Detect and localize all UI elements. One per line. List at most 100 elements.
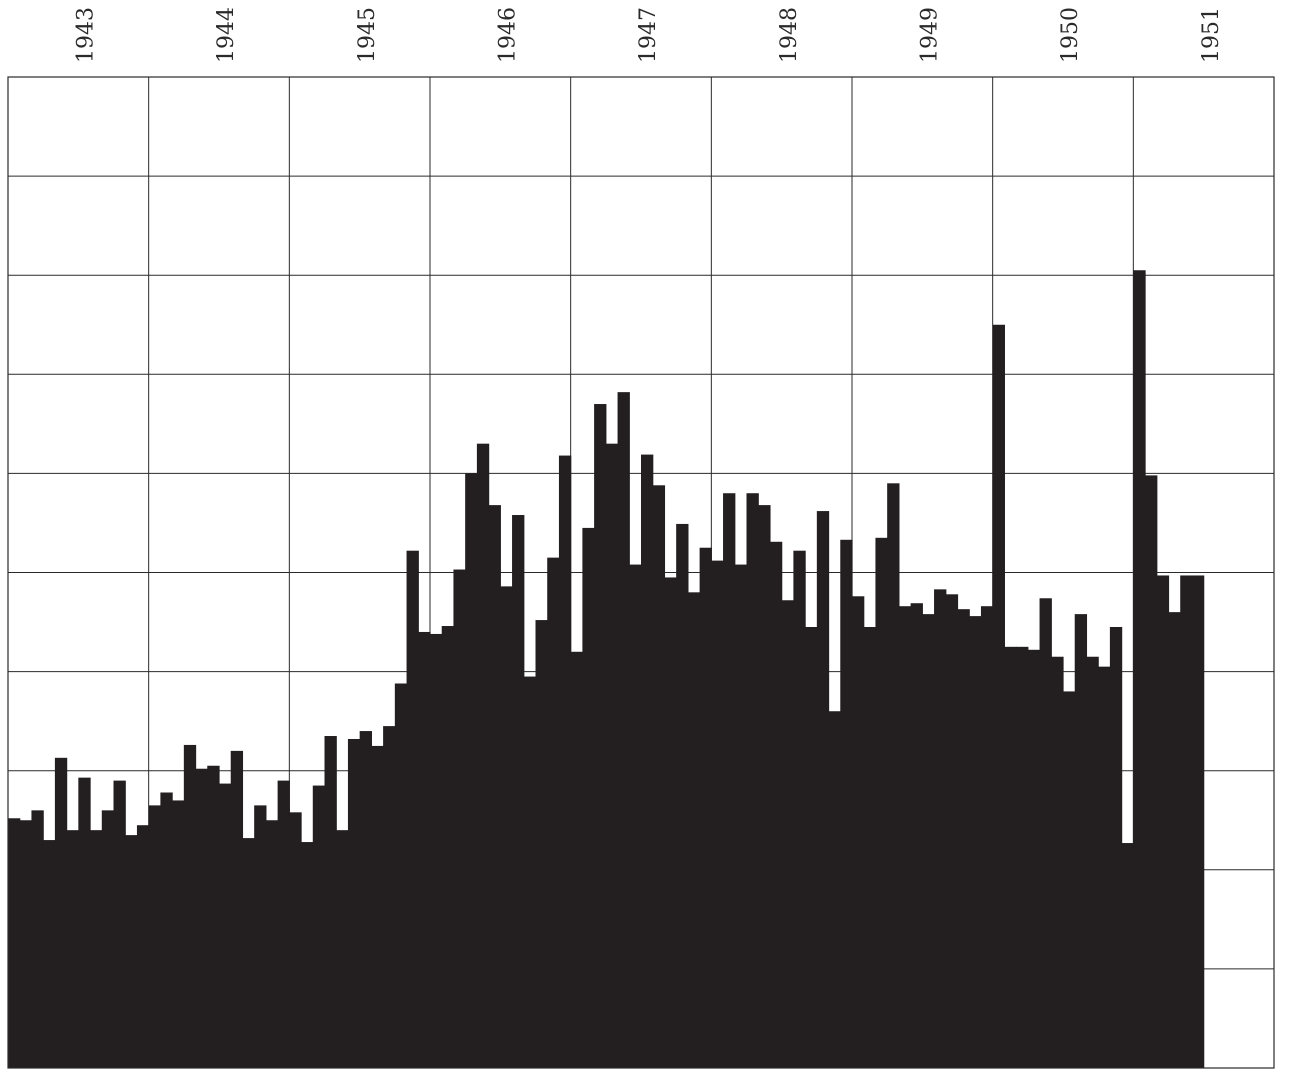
bar bbox=[113, 780, 126, 1068]
x-tick-label: 1943 bbox=[74, 7, 99, 63]
x-tick-label: 1948 bbox=[777, 7, 802, 63]
bar bbox=[652, 485, 666, 1068]
bar bbox=[1145, 475, 1158, 1069]
bar bbox=[1168, 612, 1181, 1068]
bar bbox=[488, 505, 501, 1068]
bar bbox=[312, 785, 326, 1068]
bar bbox=[687, 592, 701, 1068]
bar bbox=[875, 537, 888, 1068]
bar bbox=[500, 586, 513, 1068]
bar bbox=[781, 600, 794, 1068]
bar bbox=[582, 527, 595, 1068]
x-tick-label: 1944 bbox=[214, 7, 239, 63]
bar bbox=[957, 609, 970, 1068]
bar bbox=[19, 820, 33, 1068]
x-tick-label: 1949 bbox=[918, 7, 943, 63]
bar bbox=[101, 810, 115, 1068]
bar bbox=[1039, 598, 1052, 1068]
bar bbox=[758, 505, 771, 1068]
bar bbox=[1191, 575, 1205, 1068]
x-tick-label: 1950 bbox=[1058, 7, 1083, 63]
x-tick-label: 1946 bbox=[496, 7, 521, 63]
bar bbox=[242, 838, 255, 1068]
bar bbox=[723, 493, 736, 1069]
bar bbox=[910, 603, 923, 1068]
bar bbox=[805, 627, 818, 1068]
bar bbox=[840, 539, 853, 1068]
bar bbox=[922, 614, 935, 1068]
bar bbox=[160, 792, 173, 1068]
bar bbox=[230, 750, 244, 1068]
bar bbox=[934, 589, 947, 1068]
bar bbox=[1180, 575, 1193, 1068]
bar bbox=[347, 738, 361, 1068]
bar bbox=[898, 606, 912, 1068]
bar bbox=[711, 560, 724, 1068]
bar bbox=[980, 606, 994, 1068]
bar bbox=[1027, 649, 1041, 1068]
bar bbox=[852, 596, 865, 1068]
bar bbox=[887, 483, 900, 1068]
bar bbox=[1074, 614, 1088, 1068]
bar bbox=[1098, 666, 1111, 1068]
bar bbox=[66, 830, 79, 1068]
bar bbox=[148, 805, 161, 1068]
bar bbox=[394, 683, 408, 1068]
bar bbox=[969, 616, 982, 1068]
bar bbox=[1051, 656, 1064, 1068]
bar bbox=[430, 633, 443, 1068]
bar bbox=[828, 711, 841, 1068]
bar bbox=[136, 825, 150, 1068]
bar bbox=[8, 818, 21, 1068]
bar bbox=[371, 745, 384, 1068]
x-axis-tick-labels: 1943 1944 1945 1946 1947 1948 1949 1950 1951 bbox=[74, 7, 1224, 63]
bar bbox=[816, 511, 830, 1069]
bar bbox=[535, 620, 548, 1068]
bar bbox=[172, 800, 185, 1068]
bar bbox=[183, 744, 197, 1068]
bar bbox=[1004, 646, 1017, 1068]
bar bbox=[734, 564, 748, 1068]
bar bbox=[945, 594, 959, 1068]
bar bbox=[629, 564, 642, 1068]
bar bbox=[441, 626, 455, 1068]
bar bbox=[465, 473, 478, 1068]
bar bbox=[1086, 656, 1099, 1068]
bar bbox=[570, 651, 583, 1068]
bar bbox=[1133, 270, 1146, 1068]
bar bbox=[617, 392, 630, 1068]
bar bbox=[195, 768, 208, 1068]
bar bbox=[512, 515, 525, 1068]
bar bbox=[277, 780, 290, 1068]
bar bbox=[359, 731, 372, 1068]
bar bbox=[699, 547, 712, 1068]
bar bbox=[547, 557, 560, 1068]
bar bbox=[54, 757, 68, 1068]
bar bbox=[254, 805, 267, 1068]
bar bbox=[1109, 627, 1123, 1068]
bar bbox=[676, 523, 689, 1068]
bars-series bbox=[8, 270, 1205, 1069]
bar bbox=[1016, 646, 1029, 1068]
bar bbox=[336, 830, 349, 1068]
plot-frame bbox=[7, 76, 1275, 1069]
bar bbox=[793, 550, 806, 1068]
bar bbox=[558, 455, 572, 1068]
bar bbox=[746, 493, 759, 1069]
bar bbox=[641, 454, 654, 1068]
bar bbox=[476, 443, 490, 1068]
bar bbox=[207, 765, 220, 1068]
bar bbox=[863, 627, 877, 1068]
bar bbox=[992, 324, 1005, 1068]
bar bbox=[453, 569, 466, 1068]
bar bbox=[289, 812, 302, 1068]
bar bbox=[1156, 575, 1170, 1068]
bar bbox=[324, 736, 337, 1068]
x-tick-label: 1945 bbox=[355, 7, 380, 63]
bar bbox=[90, 830, 103, 1068]
bar bbox=[1063, 691, 1076, 1068]
bar bbox=[31, 810, 44, 1068]
bar bbox=[43, 840, 56, 1068]
bar bbox=[769, 541, 783, 1068]
